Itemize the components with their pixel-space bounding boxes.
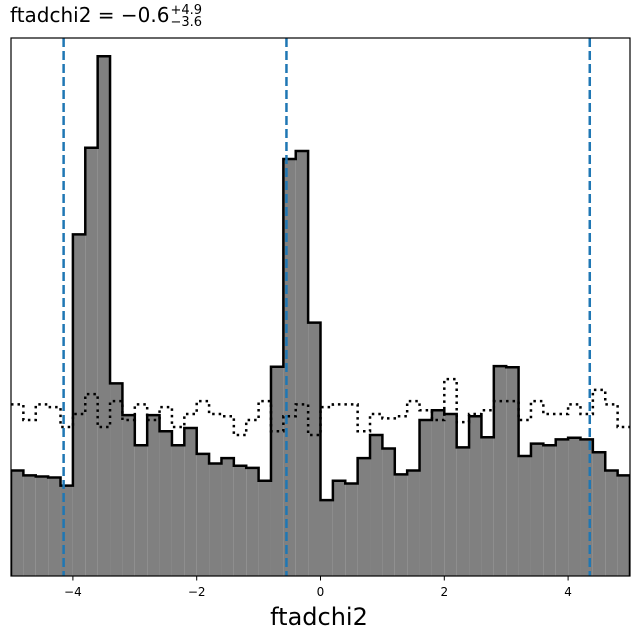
- histogram-bar: [506, 367, 519, 576]
- chart-title: ftadchi2 = −0.6 +4.9 −3.6: [10, 0, 202, 30]
- histogram-bar: [605, 470, 618, 576]
- histogram-bar: [23, 475, 36, 576]
- histogram-bar: [308, 322, 321, 576]
- histogram-bar: [370, 435, 383, 576]
- x-tick-label: 4: [564, 585, 572, 599]
- chart-title-lower: −3.6: [170, 14, 203, 30]
- histogram-bar: [332, 480, 346, 576]
- histogram-bar: [196, 453, 210, 576]
- histogram-bar: [543, 445, 556, 576]
- histogram-bar: [110, 383, 123, 576]
- histogram-bar: [258, 480, 271, 576]
- plot-area: −4 −2 0 2 4: [10, 37, 631, 599]
- histogram-bar: [122, 415, 135, 576]
- histogram-bar: [469, 416, 482, 576]
- histogram-bar: [97, 56, 111, 577]
- histogram-bar: [530, 443, 544, 576]
- histogram-bar: [209, 463, 222, 576]
- histogram-bar: [444, 414, 457, 576]
- x-tick-label: 2: [440, 585, 448, 599]
- histogram-bar: [72, 234, 86, 576]
- histogram-bar: [48, 477, 61, 576]
- histogram-bar: [407, 470, 420, 576]
- histogram-bar: [592, 452, 606, 576]
- x-tick-label: −2: [188, 585, 206, 599]
- chart-title-bounds: +4.9 −3.6: [170, 2, 203, 30]
- histogram-bar: [555, 439, 569, 576]
- histogram-bar: [233, 465, 247, 576]
- histogram-bar: [357, 458, 371, 576]
- histogram-bar: [456, 447, 470, 576]
- histogram-bar: [493, 366, 507, 576]
- histogram-bar: [345, 483, 358, 576]
- histogram-bar: [431, 410, 445, 576]
- histogram-bar: [35, 476, 49, 576]
- histogram-bar: [85, 147, 98, 576]
- histogram-bar: [171, 445, 185, 576]
- histogram-bar: [617, 475, 630, 576]
- x-tick-label: 0: [317, 585, 325, 599]
- x-tick-label: −4: [64, 585, 82, 599]
- histogram-bar: [419, 419, 432, 576]
- histogram-bar: [134, 445, 148, 576]
- x-axis-label: ftadchi2: [270, 603, 368, 631]
- histogram-bar: [184, 428, 197, 576]
- histogram-bar: [518, 456, 531, 576]
- histogram-bar: [221, 458, 234, 576]
- histogram-bar: [246, 467, 259, 576]
- histogram-bar: [270, 366, 284, 576]
- histogram-bar: [568, 437, 581, 576]
- histogram-bar: [320, 500, 333, 576]
- histogram-bar: [295, 150, 309, 577]
- histogram-bar: [11, 470, 24, 576]
- chart-title-upper: +4.9: [170, 2, 203, 18]
- histogram-bar: [159, 431, 172, 576]
- histogram-bar: [481, 437, 494, 576]
- chart-title-main: ftadchi2 = −0.6: [10, 3, 170, 27]
- histogram-bar: [147, 415, 160, 576]
- histogram-bar: [394, 474, 408, 576]
- histogram-bar: [382, 448, 395, 576]
